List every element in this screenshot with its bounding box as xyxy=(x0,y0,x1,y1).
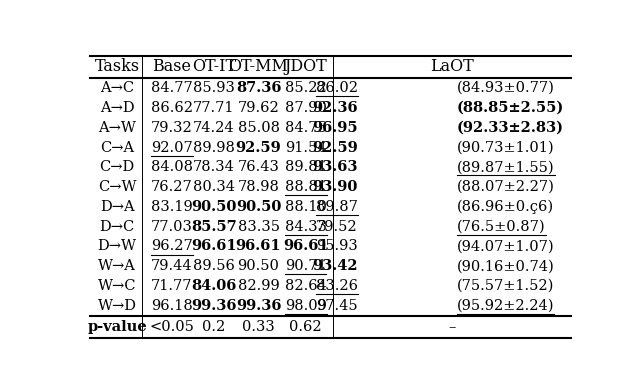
Text: 86.02: 86.02 xyxy=(316,81,358,95)
Text: 83.35: 83.35 xyxy=(237,220,280,234)
Text: 80.34: 80.34 xyxy=(193,180,235,194)
Text: 79.52: 79.52 xyxy=(316,220,358,234)
Text: (88.85±2.55): (88.85±2.55) xyxy=(457,101,564,115)
Text: 0.33: 0.33 xyxy=(242,320,275,334)
Text: (76.5±0.87): (76.5±0.87) xyxy=(457,220,545,234)
Text: 96.61: 96.61 xyxy=(236,240,282,254)
Text: 84.77: 84.77 xyxy=(151,81,193,95)
Text: 90.50: 90.50 xyxy=(237,259,280,273)
Text: (89.87±1.55): (89.87±1.55) xyxy=(457,160,555,174)
Text: A→D: A→D xyxy=(100,101,134,115)
Text: 79.44: 79.44 xyxy=(151,259,193,273)
Text: 96.61: 96.61 xyxy=(191,240,237,254)
Text: 93.63: 93.63 xyxy=(312,160,358,174)
Text: 91.54: 91.54 xyxy=(285,141,326,155)
Text: 88.81: 88.81 xyxy=(285,180,326,194)
Text: p-value: p-value xyxy=(87,320,147,334)
Text: 76.27: 76.27 xyxy=(151,180,193,194)
Text: 90.50: 90.50 xyxy=(191,200,237,214)
Text: D→A: D→A xyxy=(100,200,134,214)
Text: OT-MM: OT-MM xyxy=(228,58,289,75)
Text: C→D: C→D xyxy=(100,160,135,174)
Text: A→W: A→W xyxy=(99,121,136,135)
Text: 87.90: 87.90 xyxy=(285,101,326,115)
Text: 78.98: 78.98 xyxy=(237,180,280,194)
Text: 96.18: 96.18 xyxy=(151,299,193,313)
Text: 79.32: 79.32 xyxy=(151,121,193,135)
Text: 85.57: 85.57 xyxy=(191,220,237,234)
Text: 90.50: 90.50 xyxy=(236,200,281,214)
Text: (94.07±1.07): (94.07±1.07) xyxy=(457,240,555,254)
Text: 88.10: 88.10 xyxy=(285,200,326,214)
Text: Tasks: Tasks xyxy=(95,58,140,75)
Text: 82.99: 82.99 xyxy=(237,279,280,293)
Text: 96.27: 96.27 xyxy=(151,240,193,254)
Text: 79.62: 79.62 xyxy=(237,101,280,115)
Text: (86.96±0.ç6): (86.96±0.ç6) xyxy=(457,200,554,214)
Text: 93.42: 93.42 xyxy=(312,259,358,273)
Text: 84.06: 84.06 xyxy=(191,279,237,293)
Text: 90.71: 90.71 xyxy=(285,259,326,273)
Text: 71.77: 71.77 xyxy=(151,279,193,293)
Text: (92.33±2.83): (92.33±2.83) xyxy=(457,121,564,135)
Text: <0.05: <0.05 xyxy=(149,320,194,334)
Text: 95.93: 95.93 xyxy=(316,240,358,254)
Text: 89.98: 89.98 xyxy=(193,141,235,155)
Text: 92.59: 92.59 xyxy=(312,141,358,155)
Text: 84.33: 84.33 xyxy=(285,220,326,234)
Text: 85.08: 85.08 xyxy=(237,121,280,135)
Text: (90.16±0.74): (90.16±0.74) xyxy=(457,259,555,273)
Text: 84.08: 84.08 xyxy=(151,160,193,174)
Text: 89.87: 89.87 xyxy=(316,200,358,214)
Text: Base: Base xyxy=(152,58,191,75)
Text: 99.36: 99.36 xyxy=(236,299,282,313)
Text: 87.36: 87.36 xyxy=(236,81,282,95)
Text: 78.34: 78.34 xyxy=(193,160,235,174)
Text: 83.19: 83.19 xyxy=(151,200,193,214)
Text: 92.07: 92.07 xyxy=(151,141,193,155)
Text: C→W: C→W xyxy=(98,180,136,194)
Text: 96.61: 96.61 xyxy=(283,240,328,254)
Text: OT-IT: OT-IT xyxy=(192,58,236,75)
Text: 83.26: 83.26 xyxy=(316,279,358,293)
Text: 99.36: 99.36 xyxy=(191,299,237,313)
Text: (90.73±1.01): (90.73±1.01) xyxy=(457,141,555,155)
Text: W→C: W→C xyxy=(98,279,136,293)
Text: –: – xyxy=(448,320,456,334)
Text: 82.64: 82.64 xyxy=(285,279,326,293)
Text: 84.75: 84.75 xyxy=(285,121,326,135)
Text: W→D: W→D xyxy=(98,299,137,313)
Text: 77.71: 77.71 xyxy=(193,101,235,115)
Text: 0.2: 0.2 xyxy=(202,320,225,334)
Text: (75.57±1.52): (75.57±1.52) xyxy=(457,279,554,293)
Text: (88.07±2.27): (88.07±2.27) xyxy=(457,180,555,194)
Text: (84.93±0.77): (84.93±0.77) xyxy=(457,81,555,95)
Text: 92.36: 92.36 xyxy=(312,101,358,115)
Text: 85.93: 85.93 xyxy=(193,81,235,95)
Text: 97.45: 97.45 xyxy=(316,299,358,313)
Text: C→A: C→A xyxy=(100,141,134,155)
Text: 98.09: 98.09 xyxy=(285,299,326,313)
Text: 92.59: 92.59 xyxy=(236,141,282,155)
Text: 89.81: 89.81 xyxy=(285,160,326,174)
Text: 85.22: 85.22 xyxy=(285,81,326,95)
Text: A→C: A→C xyxy=(100,81,134,95)
Text: JDOT: JDOT xyxy=(284,58,327,75)
Text: 77.03: 77.03 xyxy=(151,220,193,234)
Text: W→A: W→A xyxy=(99,259,136,273)
Text: (95.92±2.24): (95.92±2.24) xyxy=(457,299,554,313)
Text: LaOT: LaOT xyxy=(430,58,474,75)
Text: 74.24: 74.24 xyxy=(193,121,235,135)
Text: D→W: D→W xyxy=(98,240,137,254)
Text: 96.95: 96.95 xyxy=(312,121,358,135)
Text: 93.90: 93.90 xyxy=(312,180,358,194)
Text: 89.56: 89.56 xyxy=(193,259,235,273)
Text: 0.62: 0.62 xyxy=(289,320,322,334)
Text: D→C: D→C xyxy=(100,220,135,234)
Text: 76.43: 76.43 xyxy=(237,160,280,174)
Text: 86.62: 86.62 xyxy=(151,101,193,115)
